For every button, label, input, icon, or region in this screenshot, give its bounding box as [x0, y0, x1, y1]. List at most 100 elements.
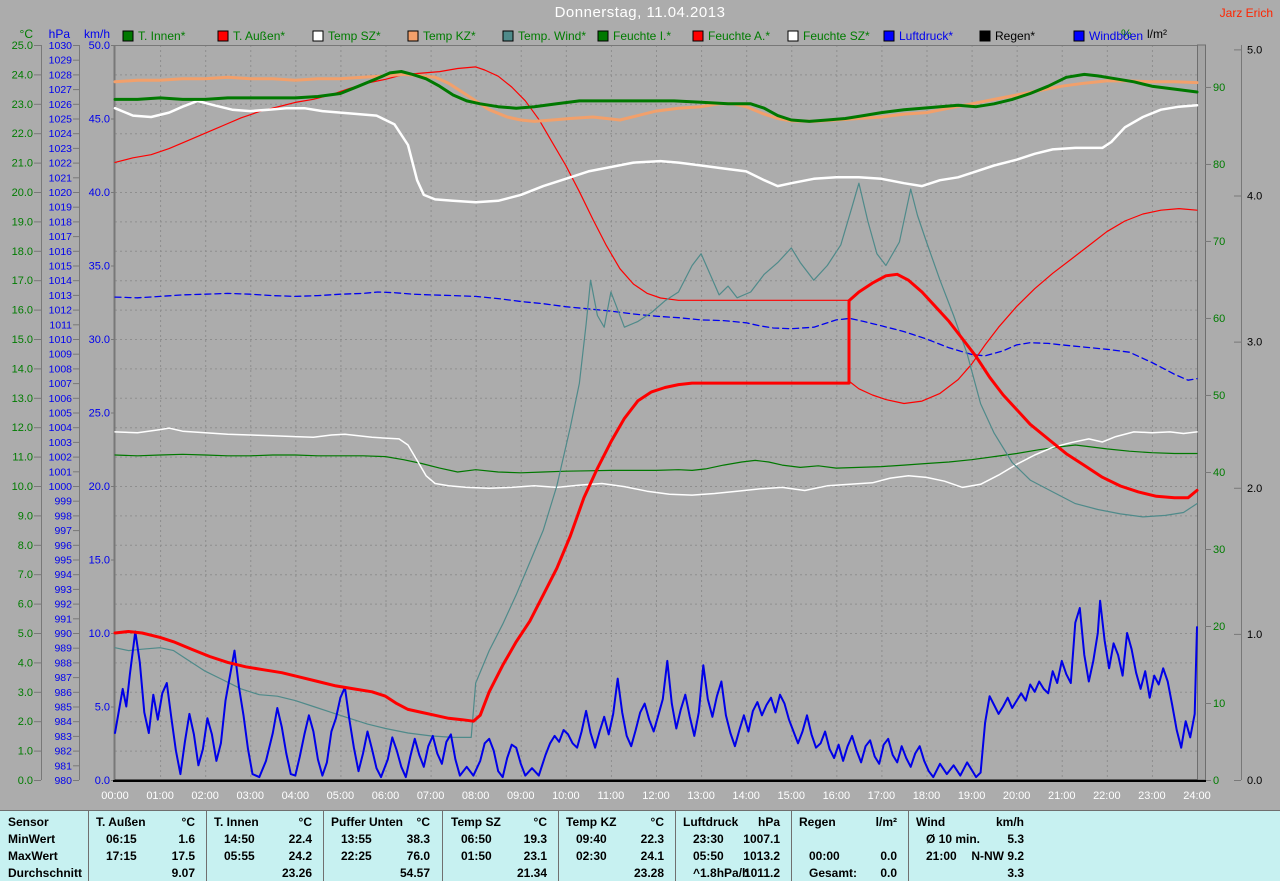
axis-tick-label-celsius: 3.0	[18, 687, 33, 699]
axis-tick-label-percent: 0	[1213, 775, 1219, 787]
stat-col-name: Luftdruck	[683, 815, 739, 829]
axis-tick-label-celsius: 9.0	[18, 510, 33, 522]
axis-tick-label-hpa: 980	[54, 775, 72, 787]
table-separator	[675, 811, 676, 881]
stat-cell-value: 23.1	[523, 849, 547, 863]
stat-cell-value: 17.5	[171, 849, 195, 863]
axis-tick-label-percent: 70	[1213, 236, 1225, 248]
axis-tick-label-celsius: 19.0	[12, 216, 33, 228]
legend-swatch-feuchte-a	[692, 30, 704, 42]
legend-item-feuchte-i[interactable]: Feuchte I.*	[597, 29, 671, 43]
axis-tick-label-hpa: 988	[54, 657, 72, 669]
legend-label: Feuchte SZ*	[803, 29, 870, 43]
legend-item-temp-wind[interactable]: Temp. Wind*	[502, 29, 586, 43]
legend-label: T. Innen*	[138, 29, 186, 43]
stat-cell-value: 76.0	[406, 849, 430, 863]
stat-cell-value: 24.1	[640, 849, 664, 863]
legend-swatch-temp-wind	[502, 30, 514, 42]
stat-cell-time: 05:50	[693, 849, 724, 863]
stat-cell-time: 14:50	[224, 832, 255, 846]
series-feuchte-sz	[114, 427, 1198, 496]
legend-item-regen[interactable]: Regen*	[979, 29, 1035, 43]
stat-col-unit: hPa	[757, 815, 780, 829]
stat-cell-time: 13:55	[341, 832, 372, 846]
axis-tick-label-hpa: 994	[54, 569, 72, 581]
stat-col-unit: °C	[298, 815, 312, 829]
stat-cell-value: 1013.2	[743, 849, 780, 863]
legend-item-t-au-en[interactable]: T. Außen*	[217, 29, 285, 43]
axis-tick-label-hpa: 1005	[49, 408, 73, 420]
legend-label: Luftdruck*	[899, 29, 953, 43]
axis-tick-label-celsius: 5.0	[18, 628, 33, 640]
x-tick-label: 09:00	[507, 790, 535, 802]
stat-cell-value: 21.34	[516, 866, 547, 880]
legend-item-feuchte-a[interactable]: Feuchte A.*	[692, 29, 770, 43]
axis-hpa: 1030 1029 1028 1027 1026 1025 1024 1023 1022 1021…	[49, 40, 80, 787]
series-windb-en	[114, 599, 1198, 779]
axis-tick-label-hpa: 1011	[49, 319, 72, 331]
x-tick-label: 04:00	[282, 790, 310, 802]
axis-unit-km-h: km/h	[84, 27, 110, 41]
axis-tick-label-hpa: 989	[54, 643, 72, 655]
x-tick-label: 07:00	[417, 790, 445, 802]
table-separator	[791, 811, 792, 881]
axis-kmh: 50.0 45.0 40.0 35.0 30.0 25.0 20.0 15.0 10.0 5.0 0…	[89, 40, 115, 787]
table-separator	[558, 811, 559, 881]
axis-tick-label-hpa: 1028	[49, 69, 73, 81]
stat-cell-time: 06:50	[461, 832, 492, 846]
axis-lm2: 5.0 4.0 3.0 2.0 1.0 0.0	[1234, 44, 1262, 787]
axis-tick-label-hpa: 1023	[49, 143, 73, 155]
axis-tick-label-hpa: 991	[54, 613, 72, 625]
axis-tick-label-kmh: 45.0	[89, 114, 110, 126]
axis-tick-label-celsius: 15.0	[12, 334, 33, 346]
x-tick-label: 03:00	[236, 790, 264, 802]
axis-tick-label-lm2: 2.0	[1247, 483, 1262, 495]
series-temp-kz	[113, 72, 1199, 123]
stat-cell-value: 19.3	[523, 832, 547, 846]
axis-tick-label-hpa: 1000	[49, 481, 73, 493]
legend-item-luftdruck[interactable]: Luftdruck*	[883, 29, 953, 43]
axis-tick-label-hpa: 1018	[49, 216, 73, 228]
x-tick-label: 02:00	[191, 790, 219, 802]
axis-tick-label-kmh: 10.0	[89, 628, 110, 640]
table-separator	[323, 811, 324, 881]
table-separator	[88, 811, 89, 881]
axis-tick-label-celsius: 8.0	[18, 540, 33, 552]
series-luftdruck	[114, 291, 1198, 381]
stat-col-name: Regen	[799, 815, 836, 829]
axis-tick-label-hpa: 1006	[49, 393, 73, 405]
axis-tick-label-hpa: 986	[54, 687, 72, 699]
axis-tick-label-hpa: 1021	[49, 172, 73, 184]
legend-label: Temp SZ*	[328, 29, 381, 43]
axis-tick-label-hpa: 1024	[49, 128, 73, 140]
axis-tick-label-hpa: 987	[54, 672, 72, 684]
table-separator	[442, 811, 443, 881]
axis-tick-label-celsius: 24.0	[12, 69, 33, 81]
axis-tick-label-percent: 10	[1213, 698, 1225, 710]
legend-item-t-innen[interactable]: T. Innen*	[122, 29, 186, 43]
stat-cell-time: 01:50	[461, 849, 492, 863]
legend-swatch-t-au-en	[217, 30, 229, 42]
legend-item-windb-en[interactable]: Windböen	[1073, 29, 1143, 43]
x-tick-label: 10:00	[552, 790, 580, 802]
series-temp-wind	[114, 182, 1198, 738]
stat-cell-time: 05:55	[224, 849, 255, 863]
legend-swatch-luftdruck	[883, 30, 895, 42]
legend-swatch-feuchte-sz	[787, 30, 799, 42]
legend-item-temp-sz[interactable]: Temp SZ*	[312, 29, 381, 43]
axis-unit-: %	[1121, 27, 1132, 41]
axis-tick-label-celsius: 11.0	[12, 452, 33, 464]
axis-tick-label-hpa: 1017	[49, 231, 73, 243]
x-tick-label: 05:00	[327, 790, 355, 802]
axis-tick-label-kmh: 0.0	[95, 775, 110, 787]
series-t-innen	[113, 70, 1199, 123]
axis-tick-label-hpa: 995	[54, 555, 72, 567]
stat-col-unit: l/m²	[875, 815, 897, 829]
legend-item-feuchte-sz[interactable]: Feuchte SZ*	[787, 29, 870, 43]
stat-cell-time: 17:15	[106, 849, 137, 863]
legend-item-temp-kz[interactable]: Temp KZ*	[407, 29, 476, 43]
axis-unit-c: °C	[20, 27, 34, 41]
stat-col-unit: °C	[181, 815, 195, 829]
stat-cell-value: 5.3	[1007, 832, 1024, 846]
